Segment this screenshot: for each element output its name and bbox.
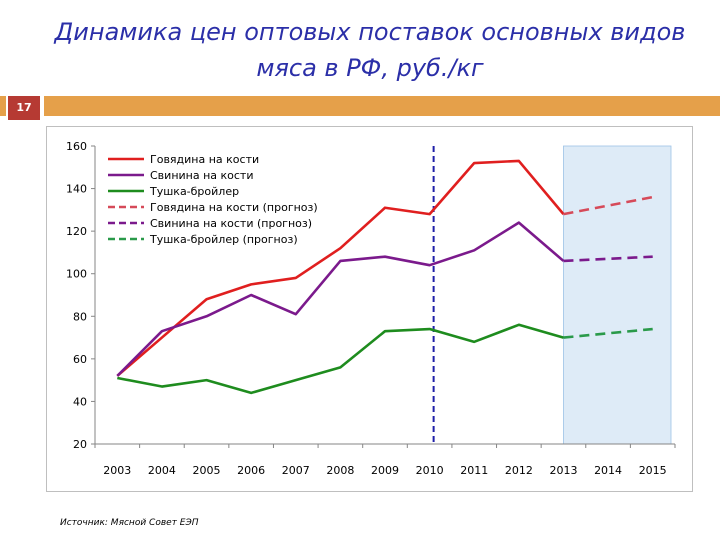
series-line-2 — [117, 323, 564, 395]
x-tick-label: 2015 — [639, 464, 667, 477]
y-tick-label: 40 — [73, 395, 87, 408]
legend-label: Свинина на кости (прогноз) — [150, 217, 312, 230]
x-tick-label: 2010 — [416, 464, 444, 477]
y-tick-label: 140 — [66, 183, 87, 196]
source-note: Источник: Мясной Совет ЕЭП — [60, 518, 199, 528]
x-tick-label: 2005 — [193, 464, 221, 477]
slide-number-badge: 17 — [8, 96, 40, 120]
forecast-region — [563, 145, 672, 445]
x-tick-label: 2008 — [326, 464, 354, 477]
legend-label: Тушка-бройлер — [149, 185, 239, 198]
y-tick-label: 120 — [66, 225, 87, 238]
y-tick-label: 160 — [66, 140, 87, 153]
accent-bar-left — [0, 96, 6, 116]
x-tick-label: 2009 — [371, 464, 399, 477]
y-tick-label: 20 — [73, 438, 87, 451]
legend-label: Тушка-бройлер (прогноз) — [149, 233, 298, 246]
y-tick-label: 100 — [66, 268, 87, 281]
x-tick-label: 2004 — [148, 464, 176, 477]
x-tick-label: 2012 — [505, 464, 533, 477]
y-tick-label: 80 — [73, 310, 87, 323]
legend-label: Свинина на кости — [150, 169, 254, 182]
accent-bar-right — [44, 96, 720, 116]
y-tick-label: 60 — [73, 353, 87, 366]
x-tick-label: 2011 — [460, 464, 488, 477]
x-tick-label: 2003 — [103, 464, 131, 477]
slide-title: Динамика цен оптовых поставок основных в… — [54, 18, 686, 82]
legend-label: Говядина на кости — [150, 153, 259, 166]
x-tick-label: 2014 — [594, 464, 622, 477]
x-tick-label: 2006 — [237, 464, 265, 477]
x-tick-label: 2013 — [549, 464, 577, 477]
x-tick-label: 2007 — [282, 464, 310, 477]
legend-label: Говядина на кости (прогноз) — [150, 201, 318, 214]
